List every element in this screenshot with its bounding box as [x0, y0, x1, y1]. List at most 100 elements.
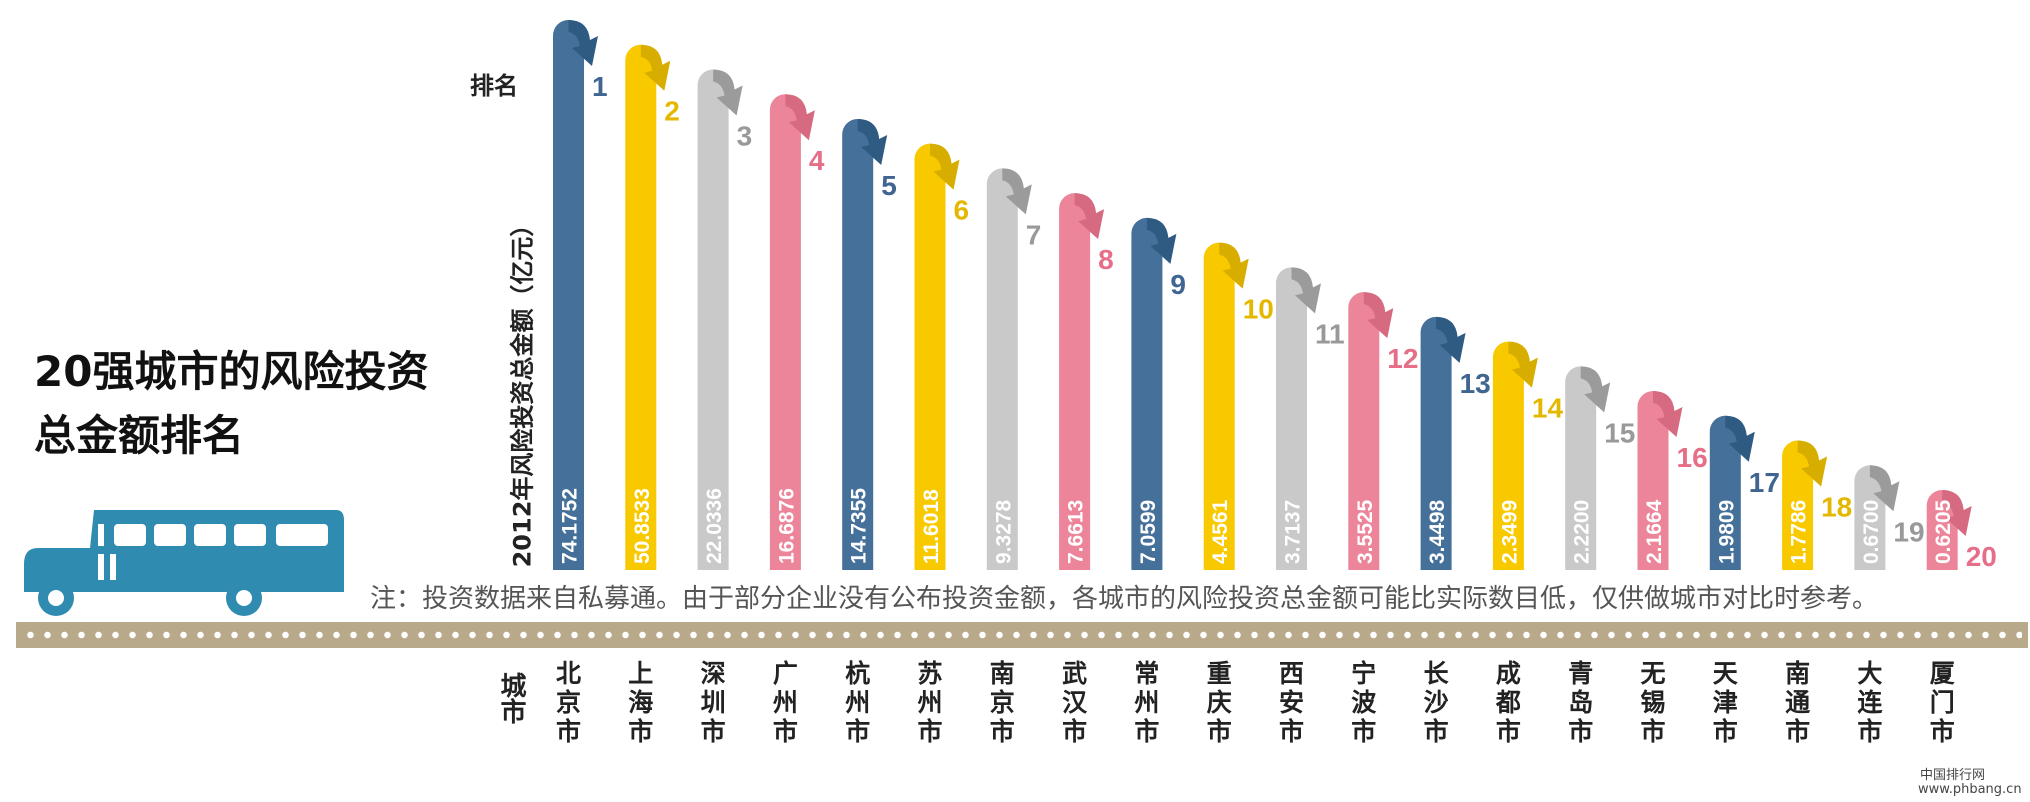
bar-arrow [1363, 292, 1394, 339]
bar-arrow [1291, 267, 1321, 314]
bar-arrow [785, 94, 815, 141]
watermark-url: www.phbang.cn [1918, 782, 2022, 797]
city-tick-label: 市 [1785, 717, 1810, 746]
value-label: 2.2200 [1571, 500, 1594, 564]
watermark-logo: 中国排行网 [1920, 768, 1986, 783]
rank-label: 2 [664, 96, 680, 127]
value-label: 1.7786 [1788, 500, 1811, 564]
bar-arrow [930, 143, 960, 190]
rank-label: 7 [1026, 219, 1042, 250]
bar [1854, 465, 1886, 570]
city-tick-label: 南 [1785, 659, 1810, 688]
city-tick-label: 宁 [1351, 659, 1376, 688]
bar [769, 94, 801, 571]
bar-arrow [640, 44, 671, 91]
chart-title: 20强城市的风险投资 总金额排名 [34, 340, 454, 468]
city-tick-label: 市 [1568, 717, 1593, 746]
city-tick-label: 市 [628, 717, 653, 746]
bar [553, 20, 584, 570]
city-tick-label: 市 [1857, 717, 1882, 746]
rank-label: 13 [1460, 368, 1491, 399]
city-tick-label: 市 [845, 717, 870, 746]
bar-arrow [857, 118, 888, 165]
bus-icon [24, 510, 344, 616]
city-tick-label: 市 [701, 717, 726, 746]
rank-label: 12 [1387, 343, 1418, 374]
bar [1926, 490, 1958, 570]
city-tick-label: 州 [773, 688, 798, 717]
city-tick-label: 市 [1351, 717, 1376, 746]
city-tick-label: 深 [701, 659, 726, 688]
bar [1059, 193, 1091, 570]
rank-label: 1 [592, 71, 608, 102]
city-tick-label: 市 [1207, 717, 1232, 746]
city-tick-label: 京 [990, 688, 1015, 717]
value-label: 2.3499 [1498, 500, 1521, 564]
city-tick-label: 市 [773, 717, 798, 746]
city-tick-label: 上 [628, 659, 653, 688]
city-tick-label: 海 [628, 688, 653, 717]
bar-arrow [568, 20, 598, 66]
rank-label: 18 [1821, 492, 1852, 523]
city-tick-label: 京 [556, 688, 581, 717]
rank-label: 5 [881, 170, 897, 201]
bar [1348, 292, 1380, 570]
rank-label: 19 [1893, 516, 1924, 547]
city-tick-label: 广 [773, 659, 798, 688]
bar-arrow [713, 69, 743, 116]
city-tick-label: 州 [917, 688, 942, 717]
rank-label: 20 [1966, 541, 1997, 572]
bar-arrow [1074, 193, 1105, 240]
city-tick-label: 市 [917, 717, 942, 746]
city-tick-label: 通 [1785, 688, 1810, 717]
value-label: 14.7355 [848, 488, 871, 564]
bar [1276, 267, 1307, 570]
city-tick-label: 市 [1640, 717, 1665, 746]
city-tick-label: 常 [1134, 659, 1159, 688]
city-tick-label: 无 [1640, 659, 1665, 688]
city-tick-label: 武 [1062, 659, 1087, 688]
city-tick-label: 市 [1713, 717, 1738, 746]
city-tick-label: 连 [1857, 688, 1883, 717]
city-tick-label: 市 [1134, 717, 1159, 746]
value-label: 7.6613 [1065, 500, 1088, 564]
city-tick-label: 波 [1351, 688, 1377, 717]
value-label: 4.4561 [1209, 499, 1232, 564]
city-tick-label: 西 [1279, 659, 1304, 688]
city-tick-label: 市 [1279, 717, 1304, 746]
city-tick-label: 津 [1713, 688, 1738, 717]
bar [1492, 341, 1524, 570]
city-tick-label: 安 [1279, 688, 1304, 717]
city-tick-label: 杭 [845, 659, 870, 688]
rank-label: 8 [1098, 244, 1114, 275]
city-tick-label: 市 [990, 717, 1015, 746]
rank-label: 10 [1243, 294, 1274, 325]
city-tick-label: 门 [1930, 688, 1955, 717]
bar [914, 143, 946, 570]
bar [625, 44, 657, 571]
rank-label: 16 [1677, 442, 1708, 473]
bar-arrow [1436, 316, 1466, 363]
bar [1420, 316, 1452, 570]
bar [986, 168, 1018, 570]
city-tick-label: 岛 [1568, 688, 1593, 717]
value-label: 3.7137 [1282, 500, 1305, 564]
value-label: 7.0599 [1137, 500, 1160, 564]
value-label: 1.9809 [1715, 500, 1738, 564]
title-line-2: 总金额排名 [34, 411, 245, 460]
city-tick-label: 州 [845, 688, 870, 717]
rank-label: 9 [1170, 269, 1186, 300]
rank-label: 3 [737, 120, 753, 151]
bar-arrow [1653, 391, 1683, 438]
bar-arrow [1219, 242, 1249, 289]
value-label: 2.1664 [1643, 499, 1666, 564]
bar-arrow [1508, 341, 1538, 388]
value-label: 3.5525 [1354, 499, 1377, 564]
bar-arrow [1002, 168, 1032, 215]
bar [1782, 440, 1814, 570]
rank-label: 6 [954, 195, 970, 226]
city-tick-label: 汉 [1062, 688, 1088, 717]
bar-arrow [1146, 217, 1177, 264]
bar-arrow [1580, 366, 1611, 413]
value-label: 3.4498 [1426, 499, 1449, 564]
